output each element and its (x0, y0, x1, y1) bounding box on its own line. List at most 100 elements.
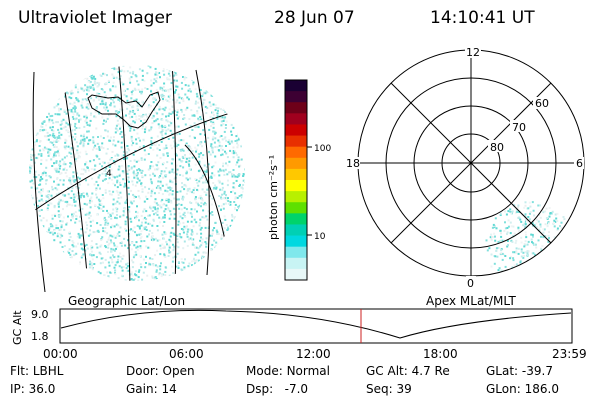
emission-pixel (155, 77, 158, 80)
emission-pixel (146, 235, 149, 238)
emission-pixel (99, 262, 102, 265)
emission-pixel (130, 278, 133, 280)
emission-pixel (203, 191, 206, 193)
emission-pixel (196, 210, 198, 213)
emission-pixel (53, 145, 56, 148)
emission-pixel (137, 276, 140, 279)
emission-pixel (68, 179, 71, 182)
emission-pixel (179, 190, 182, 193)
emission-pixel (88, 89, 91, 92)
emission-pixel (164, 175, 167, 178)
emission-pixel (176, 241, 179, 244)
emission-pixel (46, 116, 49, 118)
emission-pixel (164, 132, 167, 135)
emission-pixel (125, 202, 128, 205)
emission-pixel (240, 194, 243, 197)
emission-pixel (163, 231, 166, 234)
emission-pixel (154, 212, 157, 215)
colorbar-bands (285, 80, 307, 281)
emission-pixel (234, 140, 237, 142)
emission-pixel (96, 92, 99, 95)
emission-pixel (93, 183, 96, 186)
emission-pixel (156, 135, 159, 138)
emission-pixel (214, 161, 217, 164)
emission-pixel (132, 183, 134, 186)
emission-pixel (70, 183, 73, 186)
emission-pixel (192, 259, 195, 262)
emission-pixel (499, 214, 502, 216)
emission-pixel (156, 71, 159, 74)
emission-pixel (494, 235, 496, 238)
emission-pixel (101, 142, 104, 145)
emission-pixel (72, 176, 75, 179)
emission-pixel (234, 150, 236, 153)
emission-pixel (157, 180, 160, 183)
emission-pixel (109, 213, 112, 216)
emission-pixel (150, 84, 153, 87)
emission-pixel (166, 190, 169, 193)
emission-pixel (95, 180, 98, 183)
altitude-curve (60, 309, 572, 339)
emission-pixel (185, 157, 188, 160)
emission-pixel (204, 105, 207, 108)
emission-pixel (202, 154, 205, 157)
emission-pixel (169, 179, 172, 182)
emission-pixel (103, 91, 106, 94)
emission-pixel (509, 257, 512, 260)
emission-pixel (177, 246, 180, 249)
emission-pixel (201, 238, 204, 241)
emission-pixel (101, 194, 104, 196)
emission-pixel (111, 261, 114, 264)
emission-pixel (168, 69, 171, 72)
emission-pixel (532, 242, 535, 245)
emission-pixel (110, 102, 112, 105)
emission-pixel (150, 207, 153, 210)
emission-pixel (198, 180, 201, 183)
emission-pixel (94, 116, 97, 119)
emission-pixel (204, 241, 207, 243)
emission-pixel (202, 176, 204, 179)
emission-pixel (196, 181, 199, 184)
emission-pixel (144, 128, 147, 131)
emission-pixel (68, 248, 71, 251)
emission-pixel (62, 168, 65, 171)
emission-pixel (126, 216, 128, 219)
emission-pixel (52, 121, 55, 124)
emission-pixel (113, 163, 116, 166)
emission-pixel (519, 260, 522, 263)
emission-pixel (84, 163, 87, 166)
emission-pixel (52, 233, 55, 236)
emission-pixel (165, 144, 168, 147)
emission-pixel (117, 194, 120, 196)
emission-pixel (192, 81, 195, 84)
emission-pixel (130, 137, 133, 140)
emission-pixel (170, 231, 173, 234)
emission-pixel (128, 210, 131, 213)
emission-pixel (538, 229, 541, 232)
emission-pixel (219, 117, 222, 120)
emission-pixel (59, 108, 62, 111)
colorbar-band (285, 191, 307, 203)
emission-pixel (114, 184, 116, 187)
emission-pixel (173, 217, 176, 220)
emission-pixel (194, 198, 197, 201)
emission-pixel (136, 181, 139, 184)
emission-pixel (81, 255, 84, 257)
emission-pixel (86, 93, 88, 96)
emission-pixel (101, 98, 104, 101)
emission-pixel (176, 133, 179, 136)
ip-value: 36.0 (28, 382, 56, 396)
colorbar-band (285, 102, 307, 114)
emission-pixel (219, 135, 221, 138)
emission-pixel (191, 150, 194, 152)
emission-pixel (89, 198, 92, 201)
emission-pixel (227, 200, 230, 202)
emission-pixel (152, 263, 155, 265)
emission-pixel (506, 231, 509, 234)
emission-pixel (37, 204, 40, 207)
emission-pixel (45, 219, 48, 222)
emission-pixel (112, 75, 115, 78)
emission-pixel (35, 156, 38, 159)
emission-pixel (75, 152, 78, 155)
emission-pixel (90, 250, 93, 253)
